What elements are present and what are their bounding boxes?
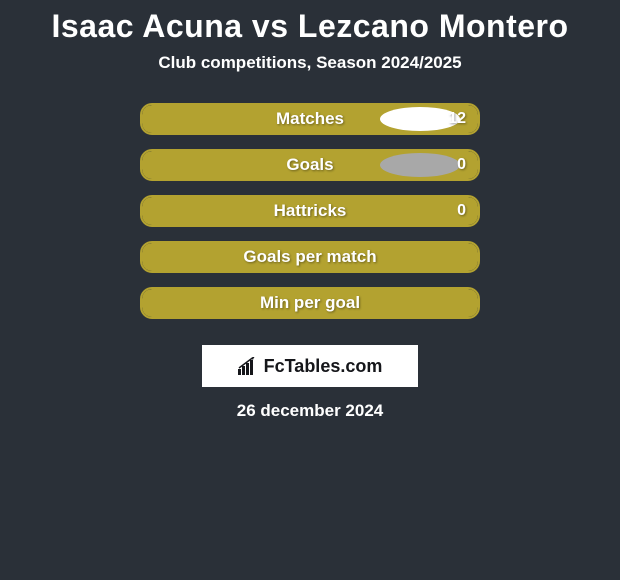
brand-logo: FcTables.com bbox=[238, 356, 383, 377]
stat-bar: Goals per match bbox=[140, 241, 480, 273]
stat-value: 12 bbox=[448, 110, 466, 128]
stat-oval-right bbox=[380, 153, 460, 177]
stat-value: 0 bbox=[457, 202, 466, 220]
stat-row: Goals 0 bbox=[140, 149, 480, 181]
stat-value: 0 bbox=[457, 156, 466, 174]
stat-bar: Min per goal bbox=[140, 287, 480, 319]
stat-row: Matches 12 bbox=[140, 103, 480, 135]
page-title: Isaac Acuna vs Lezcano Montero bbox=[51, 8, 568, 45]
chart-bars-icon bbox=[238, 357, 260, 375]
date-text: 26 december 2024 bbox=[237, 401, 384, 421]
stat-label: Min per goal bbox=[260, 293, 360, 313]
stat-label: Hattricks bbox=[274, 201, 347, 221]
stat-bar: Hattricks 0 bbox=[140, 195, 480, 227]
stat-row: Goals per match bbox=[140, 241, 480, 273]
stat-label: Goals bbox=[286, 155, 333, 175]
stats-area: Matches 12 Goals 0 Hattricks 0 Goals per match… bbox=[140, 103, 480, 333]
stats-comparison-container: Isaac Acuna vs Lezcano Montero Club comp… bbox=[0, 0, 620, 421]
stat-label: Matches bbox=[276, 109, 344, 129]
brand-logo-box: FcTables.com bbox=[202, 345, 418, 387]
subtitle: Club competitions, Season 2024/2025 bbox=[158, 53, 461, 73]
brand-text: FcTables.com bbox=[264, 356, 383, 377]
stat-label: Goals per match bbox=[243, 247, 376, 267]
stat-row: Min per goal bbox=[140, 287, 480, 319]
stat-row: Hattricks 0 bbox=[140, 195, 480, 227]
